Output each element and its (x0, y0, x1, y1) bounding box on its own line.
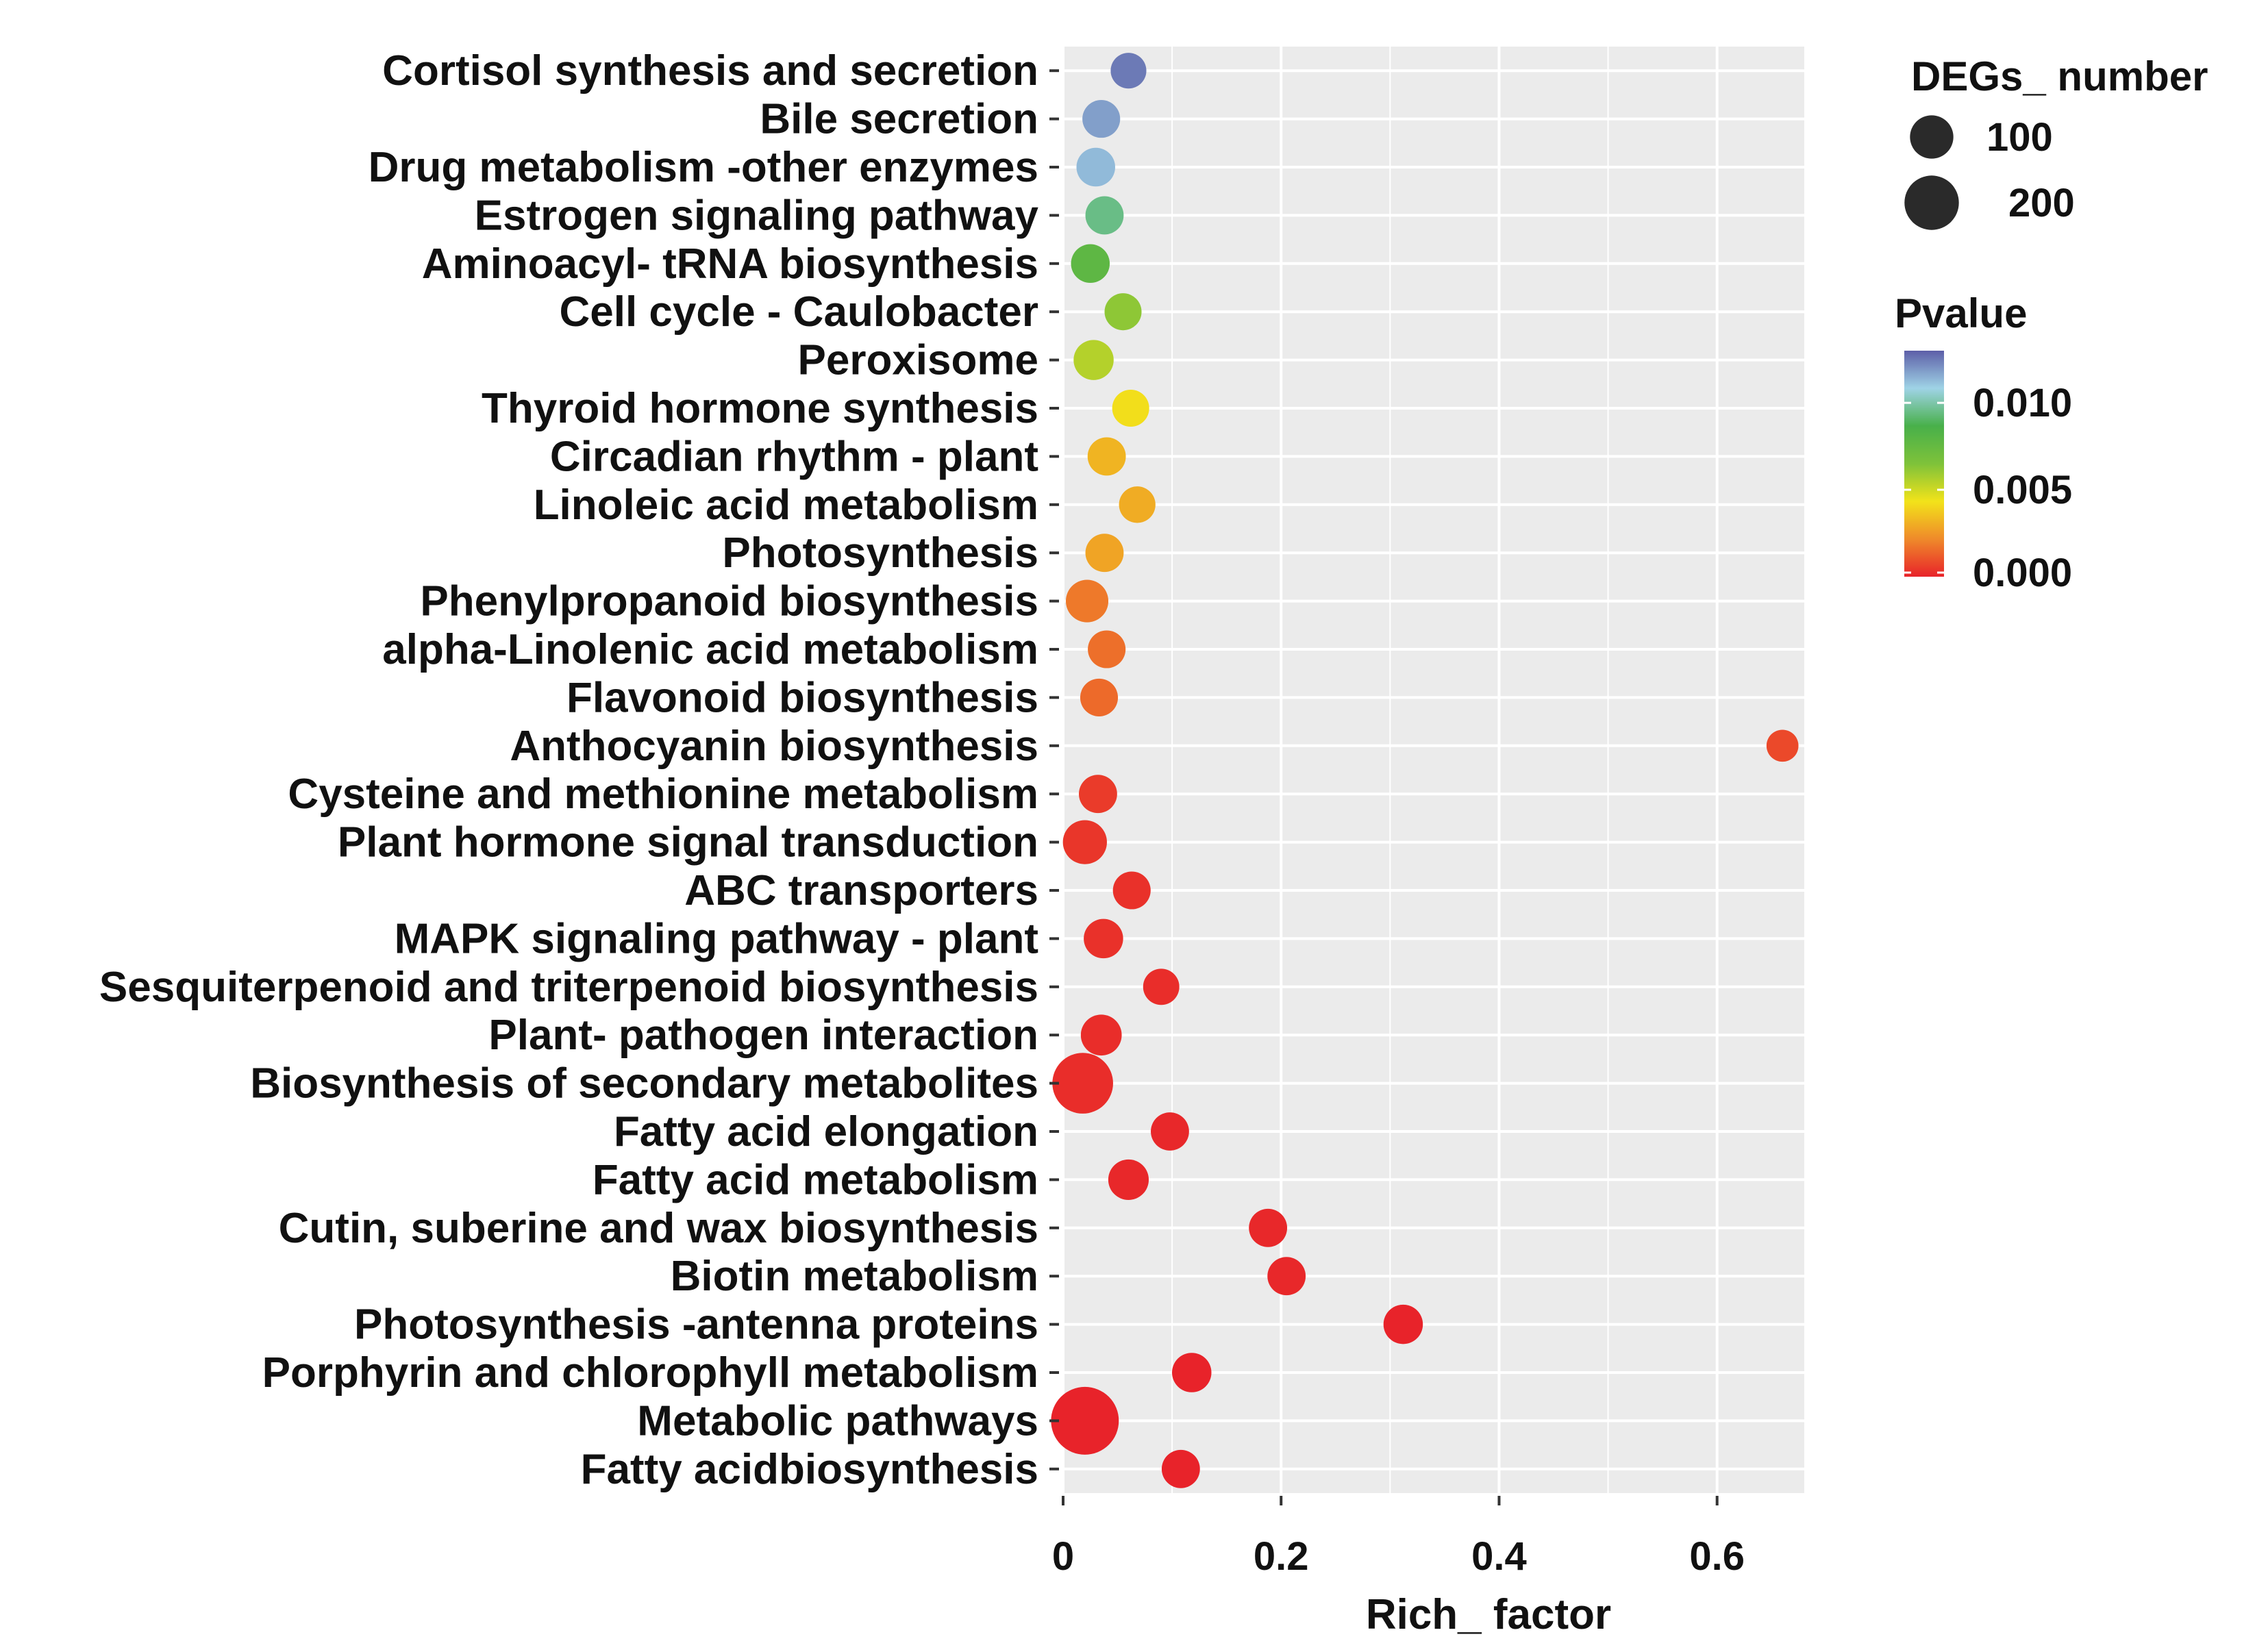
data-point (1104, 293, 1142, 331)
x-axis-title: Rich_ factor (1366, 1591, 1611, 1638)
category-label: Photosynthesis -antenna proteins (354, 1301, 1038, 1349)
category-label: Flavonoid biosynthesis (566, 674, 1038, 721)
category-label: alpha-Linolenic acid metabolism (382, 626, 1038, 673)
color-legend-label: 0.000 (1973, 551, 2072, 595)
data-point (1151, 1112, 1189, 1151)
category-label: Porphyrin and chlorophyll metabolism (262, 1349, 1038, 1397)
size-legend-label: 200 (2008, 181, 2075, 225)
category-label: Fatty acid metabolism (593, 1156, 1038, 1203)
color-legend-label: 0.010 (1973, 381, 2072, 425)
category-label: Cysteine and methionine metabolism (288, 771, 1038, 818)
category-label: Aminoacyl- tRNA biosynthesis (422, 240, 1038, 288)
data-point (1080, 678, 1119, 716)
category-label: Circadian rhythm - plant (550, 433, 1038, 480)
data-point (1071, 244, 1110, 284)
data-point (1073, 340, 1114, 380)
category-label: Peroxisome (797, 337, 1038, 384)
category-label: MAPK signaling pathway - plant (395, 915, 1038, 962)
size-legend-title: DEGs_ number (1911, 53, 2208, 99)
data-point (1080, 1014, 1122, 1056)
data-point (1082, 100, 1121, 138)
plot-area (1051, 47, 1804, 1493)
category-label: Bile secretion (760, 96, 1038, 143)
data-point (1249, 1208, 1288, 1247)
category-label: Biotin metabolism (671, 1253, 1038, 1300)
category-label: Phenylpropanoid biosynthesis (420, 578, 1038, 625)
category-label: Plant hormone signal transduction (338, 819, 1038, 866)
category-label: Sesquiterpenoid and triterpenoid biosynt… (99, 964, 1038, 1011)
color-legend-title: Pvalue (1895, 290, 2027, 336)
legend: DEGs_ number 100 200 Pvalue 0.010 0.005 0.000 (1895, 53, 2208, 595)
category-label: Linoleic acid metabolism (534, 481, 1038, 529)
data-point (1267, 1257, 1306, 1296)
color-legend-bar (1904, 351, 1944, 577)
data-point (1062, 820, 1107, 864)
data-point (1051, 1386, 1119, 1455)
data-point (1088, 630, 1126, 668)
data-point (1119, 486, 1156, 523)
category-label: Photosynthesis (722, 529, 1038, 577)
data-point (1161, 1449, 1200, 1488)
x-axis: 0 0.2 0.4 0.6 Rich_ factor (1052, 1496, 1745, 1638)
category-label: Drug metabolism -other enzymes (369, 144, 1038, 191)
data-point (1085, 534, 1124, 573)
data-point (1766, 729, 1799, 762)
data-point (1172, 1353, 1212, 1392)
x-tick-label: 0.4 (1471, 1534, 1527, 1579)
color-legend-label: 0.005 (1973, 468, 2072, 512)
category-label: Cutin, suberine and wax biosynthesis (279, 1205, 1038, 1252)
x-tick-label: 0.6 (1689, 1534, 1745, 1579)
category-label: Anthocyanin biosynthesis (510, 723, 1038, 770)
category-label: Plant- pathogen interaction (488, 1012, 1038, 1059)
category-label: Fatty acidbiosynthesis (581, 1446, 1038, 1493)
data-point (1076, 147, 1115, 187)
data-point (1052, 1053, 1113, 1114)
data-point (1110, 53, 1147, 89)
data-point (1383, 1304, 1423, 1344)
size-legend-dot (1910, 115, 1954, 159)
plot-background (1063, 47, 1804, 1493)
size-legend-dot (1904, 175, 1959, 230)
category-label: Cortisol synthesis and secretion (382, 47, 1038, 95)
category-label: Cell cycle - Caulobacter (560, 288, 1039, 336)
data-point (1084, 918, 1123, 959)
data-point (1087, 437, 1126, 476)
x-tick-label: 0.2 (1254, 1534, 1309, 1579)
category-label: Estrogen signaling pathway (475, 192, 1039, 239)
category-label: Metabolic pathways (637, 1397, 1038, 1444)
data-point (1112, 871, 1151, 910)
category-label: Fatty acid elongation (614, 1108, 1038, 1155)
data-point (1112, 389, 1149, 427)
data-point (1065, 579, 1109, 623)
category-label: Biosynthesis of secondary metabolites (250, 1060, 1038, 1107)
size-legend-label: 100 (1986, 115, 2053, 160)
x-tick-label: 0 (1052, 1534, 1074, 1579)
category-label: ABC transporters (684, 867, 1038, 914)
data-point (1079, 775, 1117, 814)
data-point (1085, 196, 1124, 235)
data-point (1143, 968, 1180, 1005)
category-label: Thyroid hormone synthesis (482, 385, 1038, 432)
data-point (1108, 1159, 1149, 1200)
